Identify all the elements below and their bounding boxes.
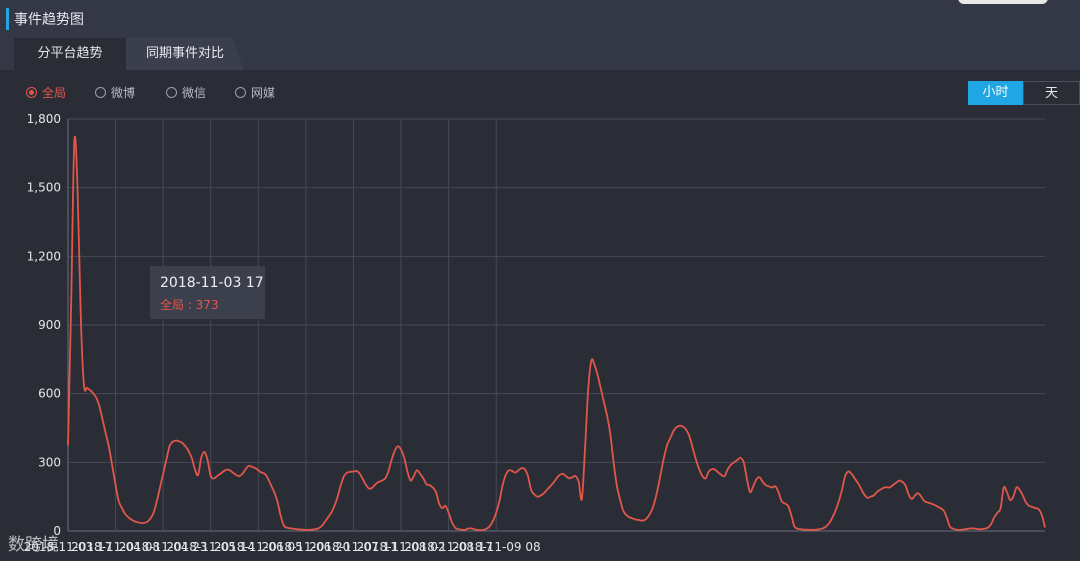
x-tick-label: 2018-11-04 23: [119, 540, 208, 554]
x-tick-label: 2018-11-08 02: [357, 540, 446, 554]
y-tick-label: 900: [38, 318, 61, 332]
radio-icon: [95, 87, 106, 98]
tab-bar: 分平台趋势 同期事件对比: [0, 34, 1080, 70]
radio-icon: [166, 87, 177, 98]
y-tick-label: 1,200: [27, 249, 61, 263]
x-tick-label: 2018-11-06 20: [261, 540, 350, 554]
x-tick-label: 2018-11-08 17: [404, 540, 493, 554]
x-tick-label: 2018-11-03 17: [24, 540, 113, 554]
title-accent: [6, 8, 9, 30]
tab-platform-trend[interactable]: 分平台趋势: [14, 38, 126, 70]
radio-icon: [26, 87, 37, 98]
tooltip-value: 全局 : 373: [160, 298, 219, 312]
page-title: 事件趋势图: [14, 12, 84, 28]
hour-button[interactable]: 小时: [968, 81, 1023, 105]
y-tick-label: 0: [53, 524, 61, 538]
filter-all[interactable]: 全局: [26, 85, 66, 101]
series-line-all: [67, 135, 1046, 531]
y-tick-label: 300: [38, 455, 61, 469]
y-tick-label: 1,800: [27, 112, 61, 126]
day-button[interactable]: 天: [1023, 81, 1080, 105]
time-unit-toggle: 小时 天: [968, 81, 1080, 105]
filter-wechat[interactable]: 微信: [166, 85, 206, 101]
filter-weibo[interactable]: 微博: [95, 85, 135, 101]
y-tick-label: 600: [38, 387, 61, 401]
filter-web-media[interactable]: 网媒: [235, 85, 275, 101]
radio-icon: [235, 87, 246, 98]
x-tick-label: 2018-11-06 05: [214, 540, 303, 554]
y-tick-label: 1,500: [27, 181, 61, 195]
x-tick-label: 2018-11-07 11: [309, 540, 398, 554]
x-tick-label: 2018-11-09 08: [452, 540, 541, 554]
x-tick-label: 2018-11-04 08: [71, 540, 160, 554]
chart-tooltip: 2018-11-03 17 全局 : 373: [150, 266, 265, 319]
header-overlay-control[interactable]: [958, 0, 1048, 4]
tooltip-time: 2018-11-03 17: [160, 275, 264, 291]
x-tick-label: 2018-11-05 14: [166, 540, 255, 554]
tab-period-compare[interactable]: 同期事件对比: [126, 38, 244, 70]
header-bar: 事件趋势图: [0, 0, 1080, 34]
watermark: 数跨境: [8, 535, 59, 555]
